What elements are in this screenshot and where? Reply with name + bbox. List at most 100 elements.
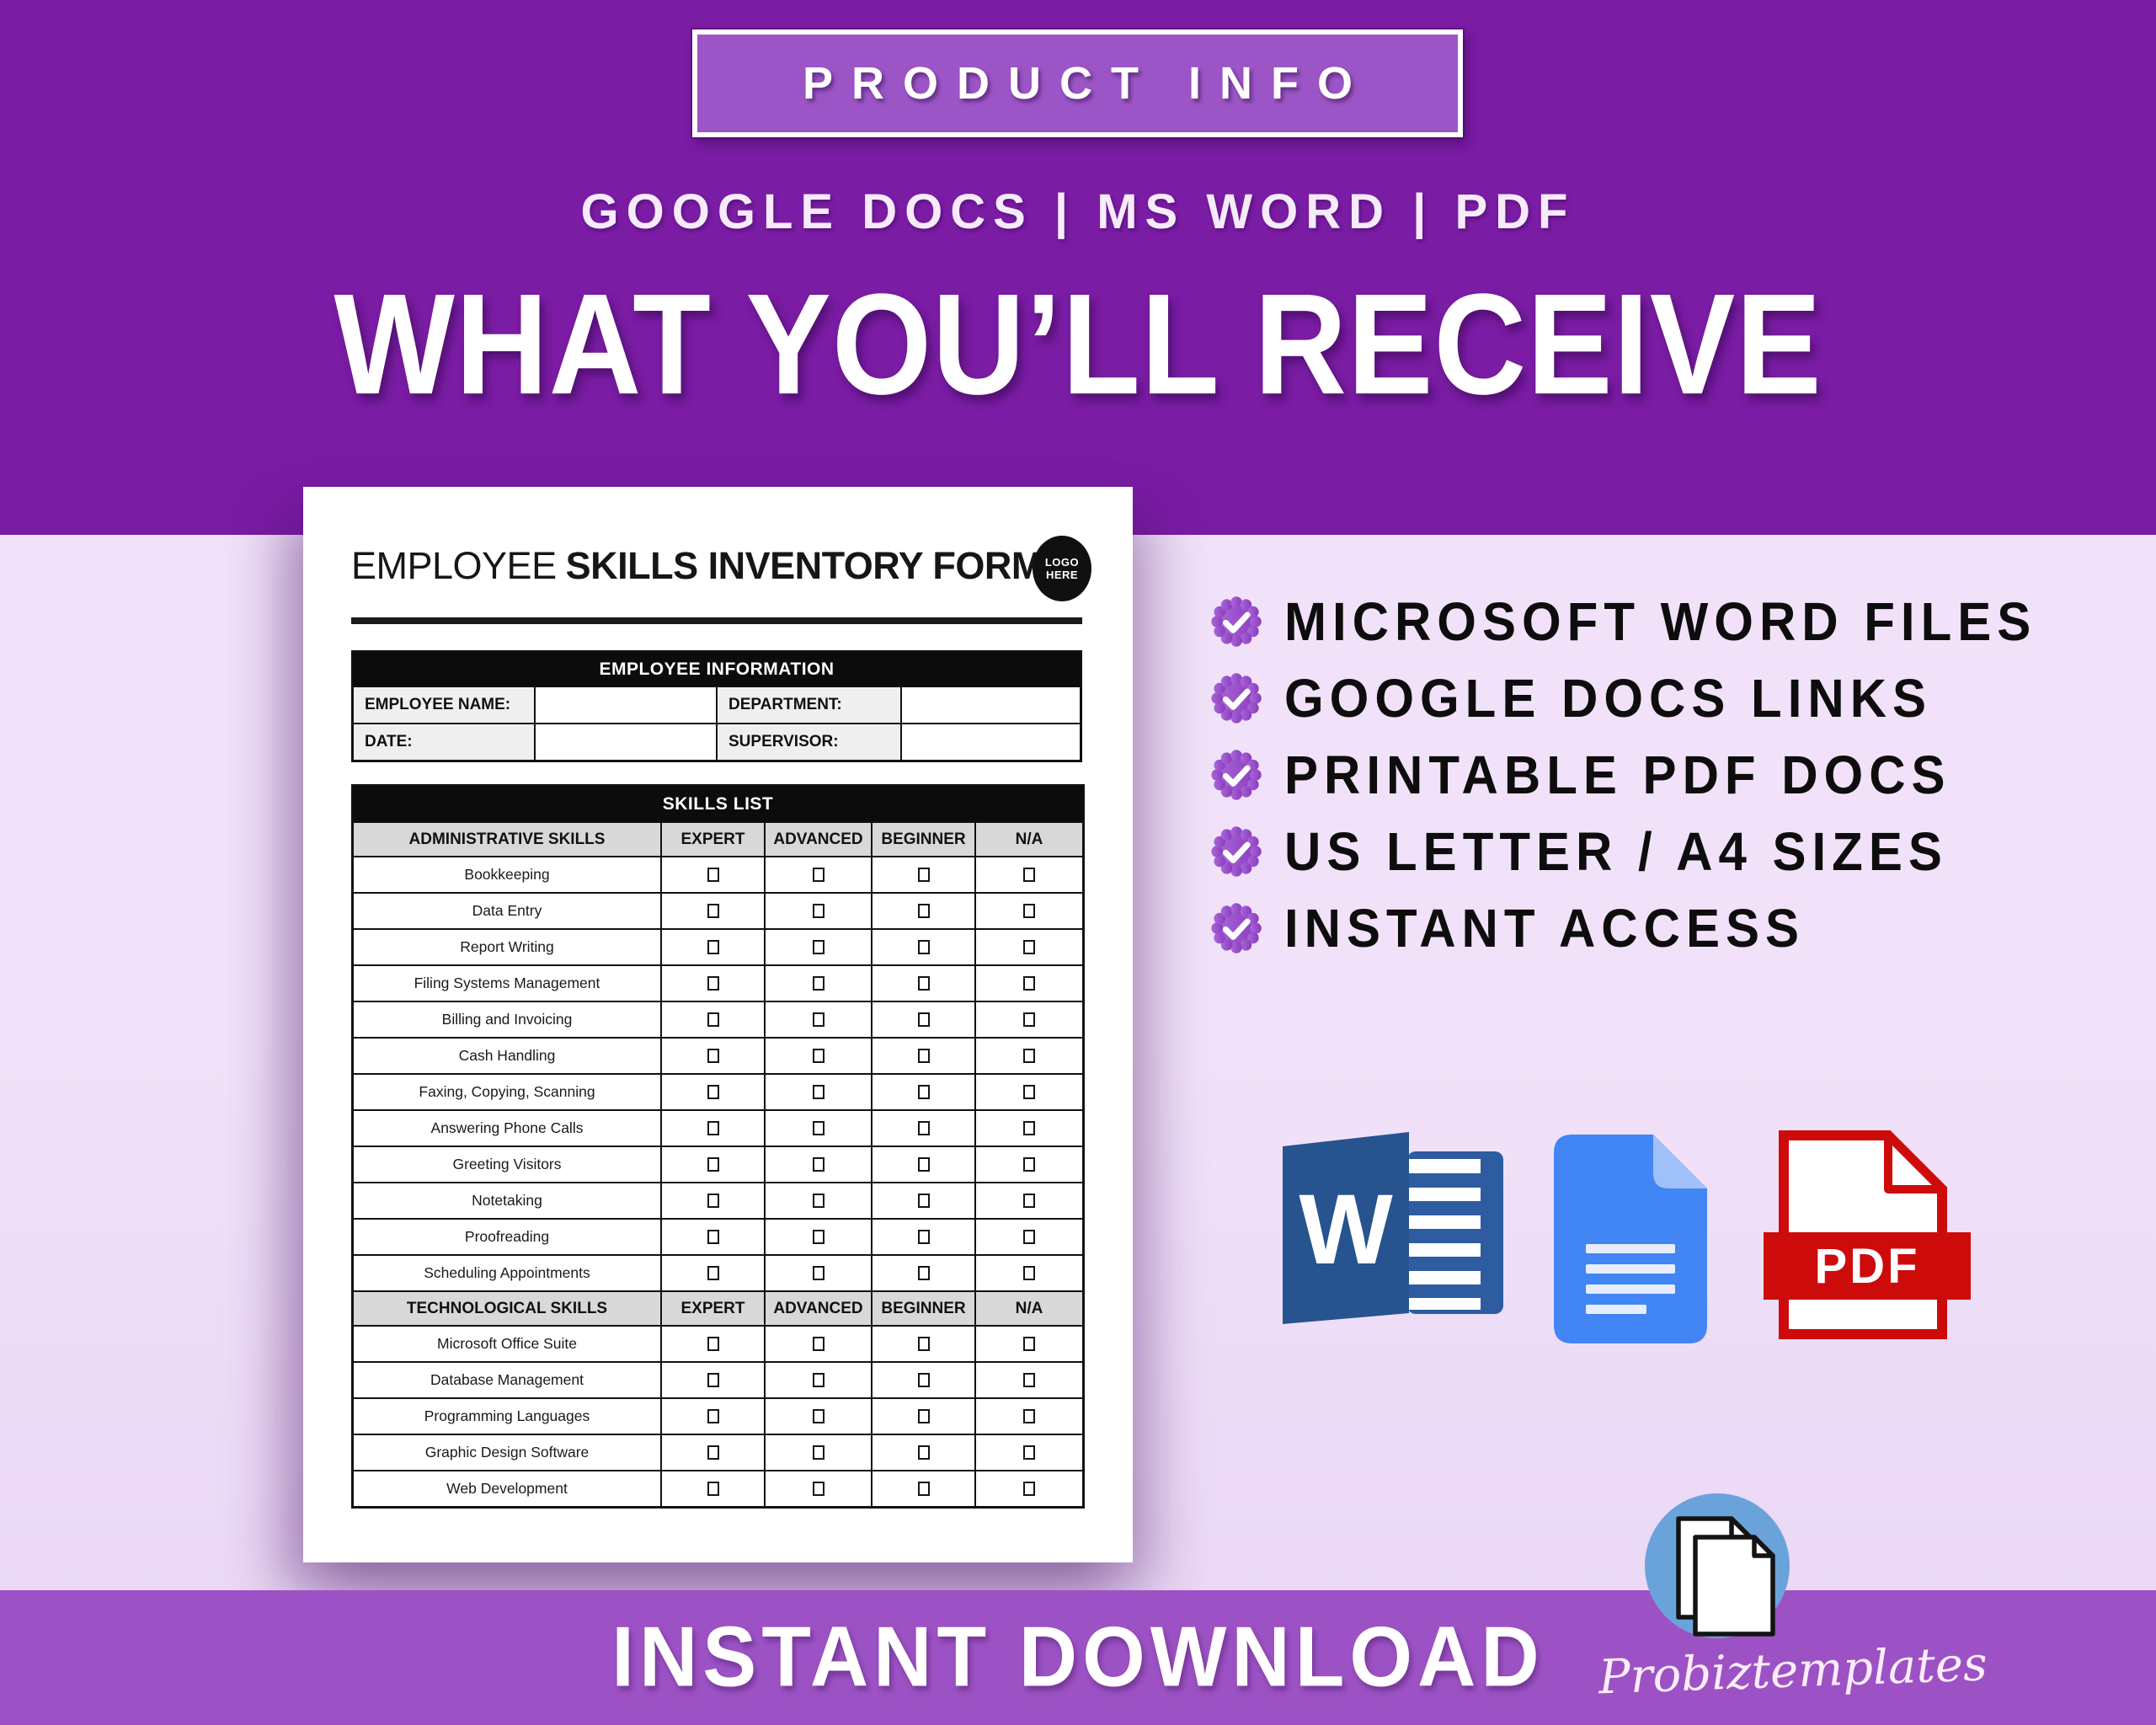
table-row: Faxing, Copying, Scanning: [353, 1074, 1083, 1110]
checkbox-icon: [707, 868, 719, 882]
checkbox-cell: [872, 1110, 975, 1146]
checkbox-icon: [812, 1337, 825, 1351]
checkbox-icon: [917, 1337, 930, 1351]
checkbox-cell: [765, 1398, 872, 1434]
table-row: Data Entry: [353, 893, 1083, 929]
level-column-header: N/A: [975, 1291, 1083, 1326]
checklist-item-label: US LETTER / A4 SIZES: [1284, 821, 1948, 882]
checkbox-icon: [707, 1012, 719, 1027]
employee-info-table: EMPLOYEE INFORMATION EMPLOYEE NAME: DEPAR…: [351, 650, 1082, 762]
instant-download-label: INSTANT DOWNLOAD: [611, 1610, 1545, 1705]
checkbox-icon: [707, 940, 719, 954]
checkbox-cell: [975, 1110, 1083, 1146]
hero-section: PRODUCT INFO GOOGLE DOCS | MS WORD | PDF…: [0, 0, 2156, 535]
checkbox-icon: [812, 1157, 825, 1172]
employee-info-grid: EMPLOYEE NAME: DEPARTMENT: DATE: SUPERVISOR…: [353, 686, 1081, 761]
google-docs-icon: [1554, 1135, 1707, 1343]
skills-section-header-row: TECHNOLOGICAL SKILLS EXPERT ADVANCED BEGINN…: [353, 1291, 1083, 1326]
check-badge-icon: [1211, 903, 1262, 953]
checkbox-cell: [765, 965, 872, 1001]
skill-name-cell: Bookkeeping: [353, 857, 661, 893]
checkbox-icon: [812, 976, 825, 991]
checkbox-icon: [812, 1445, 825, 1460]
checkbox-icon: [707, 1049, 719, 1063]
checkbox-icon: [812, 1266, 825, 1280]
level-column-header: N/A: [975, 822, 1083, 857]
checkbox-cell: [765, 1471, 872, 1507]
product-info-badge-label: PRODUCT INFO: [803, 58, 1371, 109]
checklist-item: PRINTABLE PDF DOCS: [1211, 745, 2036, 805]
checkbox-icon: [917, 1085, 930, 1099]
table-row: Database Management: [353, 1362, 1083, 1398]
checkbox-icon: [1023, 1373, 1035, 1387]
skill-name-cell: Report Writing: [353, 929, 661, 965]
instant-download-bar: INSTANT DOWNLOAD: [0, 1590, 2156, 1725]
checkbox-cell: [765, 929, 872, 965]
checkbox-cell: [975, 857, 1083, 893]
check-badge-icon: [1211, 826, 1262, 877]
checkbox-cell: [872, 893, 975, 929]
checkbox-icon: [812, 1049, 825, 1063]
document-title: EMPLOYEE SKILLS INVENTORY FORM: [351, 544, 1043, 588]
info-field-label: SUPERVISOR:: [717, 724, 901, 761]
checkbox-cell: [661, 1001, 765, 1038]
checkbox-icon: [707, 904, 719, 918]
checklist-item: GOOGLE DOCS LINKS: [1211, 668, 2036, 729]
checkbox-icon: [917, 1157, 930, 1172]
checkbox-icon: [917, 1445, 930, 1460]
table-row: Billing and Invoicing: [353, 1001, 1083, 1038]
skills-section-name: TECHNOLOGICAL SKILLS: [353, 1291, 661, 1326]
checkbox-cell: [872, 1362, 975, 1398]
checkbox-cell: [765, 1110, 872, 1146]
title-divider: [351, 617, 1082, 624]
skill-name-cell: Database Management: [353, 1362, 661, 1398]
skill-name-cell: Data Entry: [353, 893, 661, 929]
info-field-blank: [535, 724, 717, 761]
checkbox-icon: [917, 1409, 930, 1423]
skills-grid: ADMINISTRATIVE SKILLS EXPERT ADVANCED BEGIN…: [353, 822, 1083, 1507]
checkbox-icon: [1023, 868, 1035, 882]
checkbox-icon: [812, 1373, 825, 1387]
checkbox-cell: [765, 1183, 872, 1219]
checkbox-cell: [872, 1219, 975, 1255]
checkbox-cell: [872, 1001, 975, 1038]
info-field-blank: [901, 724, 1081, 761]
checkbox-icon: [1023, 1445, 1035, 1460]
skill-name-cell: Answering Phone Calls: [353, 1110, 661, 1146]
checkbox-icon: [1023, 1409, 1035, 1423]
checkbox-icon: [1023, 1049, 1035, 1063]
checkbox-icon: [1023, 1482, 1035, 1496]
checkbox-cell: [661, 1183, 765, 1219]
logo-placeholder: LOGO HERE: [1033, 536, 1091, 601]
checkbox-cell: [975, 929, 1083, 965]
checkbox-cell: [872, 1074, 975, 1110]
table-row: Scheduling Appointments: [353, 1255, 1083, 1291]
info-field-label: DEPARTMENT:: [717, 686, 901, 724]
checkbox-cell: [975, 1398, 1083, 1434]
checkbox-cell: [661, 893, 765, 929]
checkbox-cell: [765, 1074, 872, 1110]
checkbox-icon: [1023, 1230, 1035, 1244]
table-row: Web Development: [353, 1471, 1083, 1507]
checkbox-icon: [707, 1482, 719, 1496]
level-column-header: EXPERT: [661, 1291, 765, 1326]
skills-section-name: ADMINISTRATIVE SKILLS: [353, 822, 661, 857]
skill-name-cell: Microsoft Office Suite: [353, 1326, 661, 1362]
checkbox-cell: [872, 857, 975, 893]
level-column-header: ADVANCED: [765, 1291, 872, 1326]
skill-name-cell: Notetaking: [353, 1183, 661, 1219]
checkbox-icon: [1023, 904, 1035, 918]
ms-word-icon: W: [1283, 1132, 1503, 1324]
checkbox-icon: [707, 1157, 719, 1172]
checkbox-icon: [1023, 1121, 1035, 1135]
checkbox-icon: [707, 1230, 719, 1244]
svg-text:PDF: PDF: [1815, 1239, 1920, 1294]
skill-name-cell: Scheduling Appointments: [353, 1255, 661, 1291]
checkbox-icon: [707, 1409, 719, 1423]
checkbox-icon: [917, 1121, 930, 1135]
checklist-item-label: GOOGLE DOCS LINKS: [1284, 668, 1933, 729]
checkbox-icon: [707, 1194, 719, 1208]
checkbox-cell: [872, 1434, 975, 1471]
checkbox-cell: [661, 929, 765, 965]
checkbox-cell: [661, 1146, 765, 1183]
